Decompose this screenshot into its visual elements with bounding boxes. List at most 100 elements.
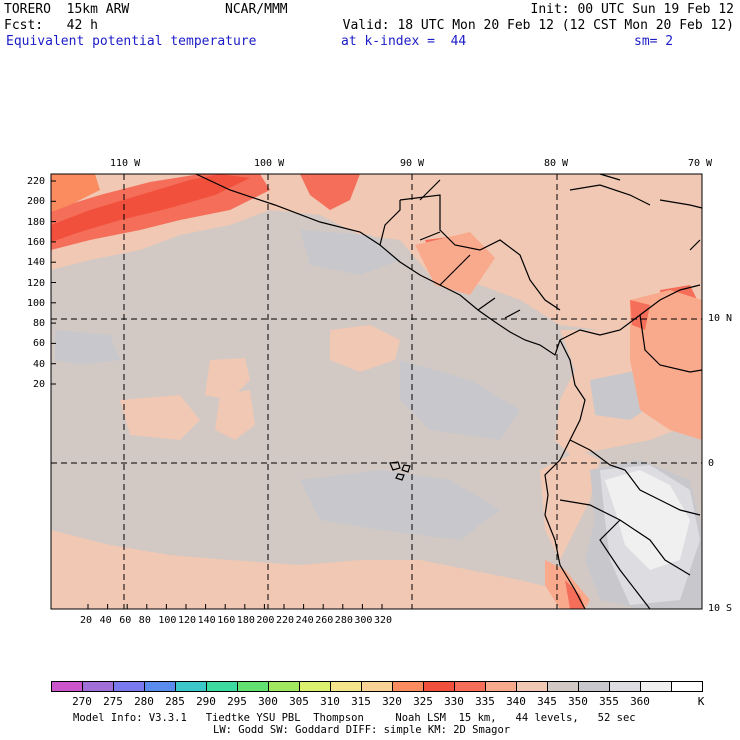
model-title: TORERO 15km ARW — [4, 2, 130, 17]
contour-340-mid — [120, 395, 200, 440]
y-tick-label: 40 — [32, 358, 45, 370]
physics-info: LW: Godd SW: Goddard DIFF: simple KM: 2D… — [213, 724, 511, 736]
contour-340-blob3 — [215, 390, 255, 440]
colorbar-unit: K — [697, 695, 705, 708]
contour-350-d — [55, 330, 120, 365]
x-tick-label: 240 — [295, 615, 314, 626]
colorbar-swatch — [237, 681, 269, 692]
coast-hispaniola — [659, 199, 703, 209]
colorbar-swatch — [299, 681, 331, 692]
colorbar-label: 295 — [227, 695, 247, 708]
contour-340-nicaragua — [415, 232, 495, 295]
border-central-america — [379, 200, 521, 319]
contour-350-c — [300, 470, 500, 540]
border-colombia-ecuador — [569, 439, 701, 516]
lat-label-0: 0 — [708, 458, 715, 469]
colorbar-swatch — [82, 681, 114, 692]
x-tick-label: 180 — [236, 615, 255, 626]
level-info: at k-index = 44 — [341, 34, 467, 49]
colorbar-label: 315 — [351, 695, 371, 708]
y-tick-label: 160 — [26, 236, 45, 248]
latlon-grid — [51, 174, 702, 609]
colorbar-label: 350 — [568, 695, 588, 708]
contour-340-blob2 — [205, 358, 250, 400]
axis-ticks — [51, 180, 383, 609]
model-info: Model Info: V3.3.1 Tiedtke YSU PBL Thomp… — [73, 712, 636, 724]
x-tick-label: 200 — [256, 615, 275, 626]
colorbar-label: 270 — [72, 695, 92, 708]
colorbar-swatch — [361, 681, 393, 692]
forecast-hour: Fcst: 42 h — [4, 18, 98, 33]
coast-yucatan — [399, 194, 561, 311]
colorbar-swatch — [113, 681, 145, 692]
colorbar-label: 360 — [630, 695, 650, 708]
colorbar-swatch — [454, 681, 486, 692]
colorbar-swatch — [144, 681, 176, 692]
colorbar-swatch — [516, 681, 548, 692]
colorbar-label: 305 — [289, 695, 309, 708]
x-tick-label: 100 — [158, 615, 177, 626]
y-tick-label: 60 — [32, 338, 45, 350]
y-tick-label: 100 — [26, 297, 45, 309]
contour-340-south — [51, 530, 580, 609]
colorbar-label: 345 — [537, 695, 557, 708]
colorbar-swatch — [206, 681, 238, 692]
valid-time: Valid: 18 UTC Mon 20 Feb 12 (12 CST Mon … — [342, 18, 734, 33]
y-tick-label: 120 — [26, 277, 45, 289]
colorbar-label: 325 — [413, 695, 433, 708]
lon-label-80w: 80 W — [544, 158, 569, 169]
coast-cuba — [569, 184, 651, 206]
x-tick-label: 60 — [119, 615, 132, 626]
y-tick-label: 80 — [32, 318, 45, 330]
coast-caribbean — [419, 173, 701, 251]
colorbar-label: 290 — [196, 695, 216, 708]
x-tick-label: 280 — [334, 615, 353, 626]
contour-330-nw — [51, 174, 250, 242]
coast-mexico — [195, 173, 701, 356]
colorbar-label: 285 — [165, 695, 185, 708]
x-tick-label: 80 — [138, 615, 151, 626]
coast-galapagos — [389, 461, 411, 481]
colorbar-swatch — [609, 681, 641, 692]
x-tick-label: 120 — [178, 615, 197, 626]
colorbar-swatch — [392, 681, 424, 692]
colorbar-swatch — [671, 681, 703, 692]
colorbar-label: 310 — [320, 695, 340, 708]
colorbar-label: 355 — [599, 695, 619, 708]
x-tick-label: 260 — [315, 615, 334, 626]
colorbar-swatch — [640, 681, 672, 692]
lon-label-110w: 110 W — [110, 158, 141, 169]
smoothing-info: sm= 2 — [634, 34, 674, 49]
x-tick-label: 40 — [99, 615, 112, 626]
x-tick-label: 140 — [197, 615, 216, 626]
colorbar-label: 300 — [258, 695, 278, 708]
institution-label: NCAR/MMM — [225, 2, 288, 17]
colorbar-swatch — [51, 681, 83, 692]
contour-340-coast — [540, 450, 600, 560]
colorbar-label: 320 — [382, 695, 402, 708]
border-peru — [559, 499, 691, 576]
lat-label-10s: 10 S — [708, 603, 733, 614]
border-brazil — [599, 519, 651, 610]
contour-335-peru — [565, 580, 585, 609]
y-tick-label: 140 — [26, 257, 45, 269]
contour-350-b — [400, 360, 520, 440]
contour-335-ncoast — [300, 174, 360, 210]
lon-label-70w: 70 W — [688, 158, 713, 169]
colorbar-swatch — [578, 681, 610, 692]
colorbar-label: 340 — [506, 695, 526, 708]
theta-e-field — [51, 174, 702, 609]
coast-southamerica — [544, 339, 586, 610]
border-venezuela — [639, 314, 703, 373]
x-tick-label: 300 — [354, 615, 373, 626]
contour-340-blob1 — [330, 325, 400, 372]
contour-360 — [605, 470, 690, 570]
colorbar-label: 275 — [103, 695, 123, 708]
y-tick-label: 200 — [26, 196, 45, 208]
colorbar-swatch — [330, 681, 362, 692]
contour-340-east2 — [630, 290, 702, 440]
x-tick-label: 220 — [276, 615, 295, 626]
colorbar-swatch — [423, 681, 455, 692]
x-tick-label: 20 — [80, 615, 93, 626]
